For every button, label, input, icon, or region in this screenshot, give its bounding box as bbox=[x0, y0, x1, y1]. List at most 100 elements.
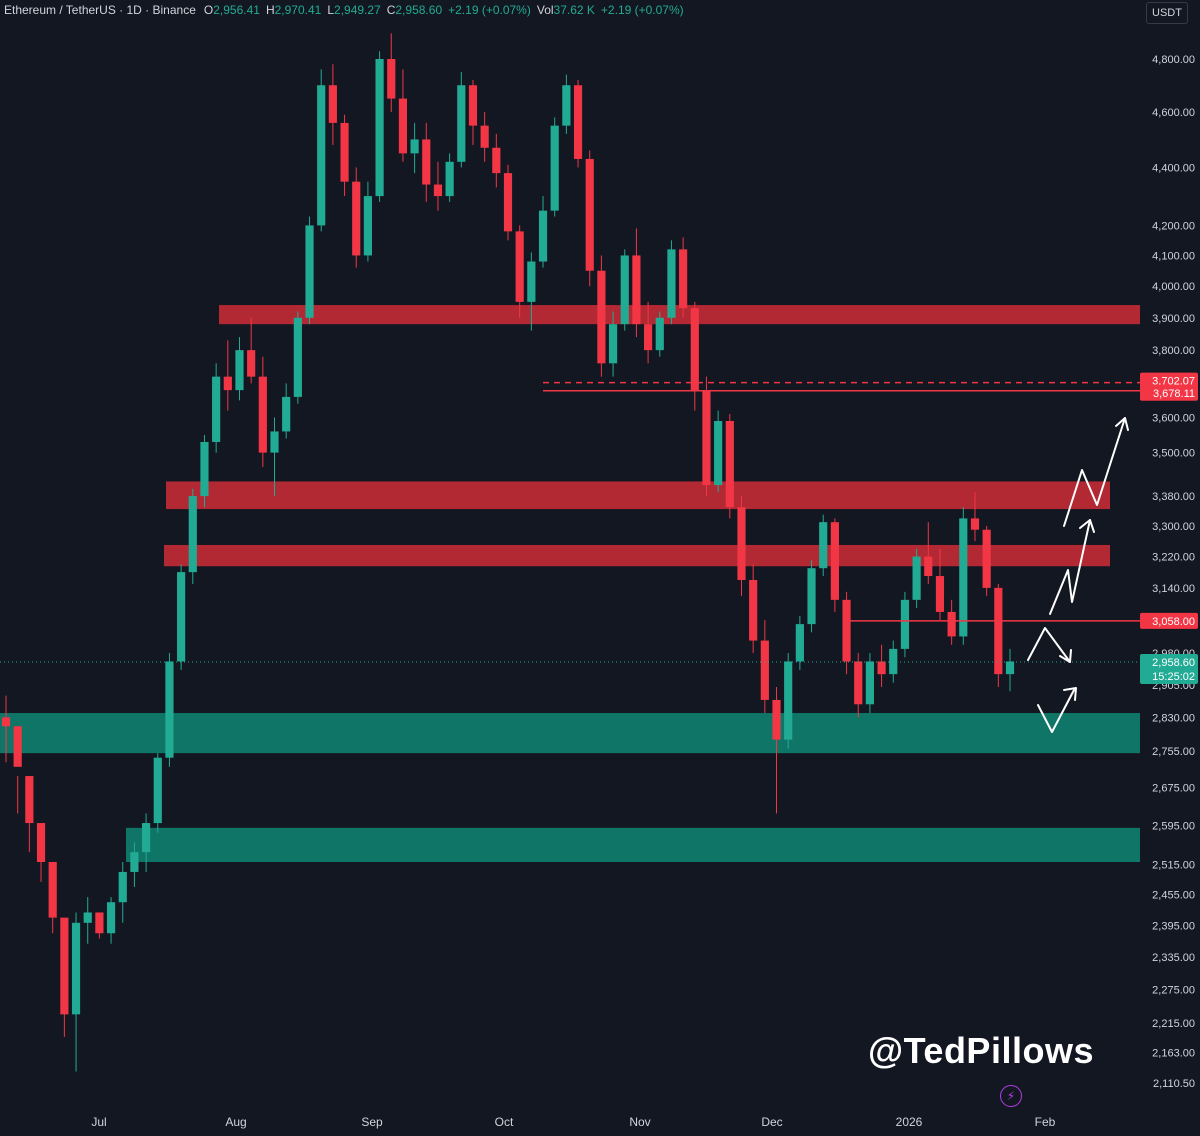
candle-body bbox=[247, 350, 256, 377]
candle-body bbox=[480, 125, 489, 148]
candle-body bbox=[772, 699, 781, 740]
candle-body bbox=[597, 270, 606, 364]
candle-body bbox=[13, 726, 22, 767]
candle-body bbox=[889, 648, 898, 675]
legend-vol-value: 37.62 K bbox=[553, 3, 595, 17]
candle-body bbox=[725, 420, 734, 508]
legend-vol-label: Vol bbox=[536, 3, 554, 17]
candle-body bbox=[387, 59, 396, 99]
price-tick-label: 2,395.00 bbox=[1152, 920, 1195, 932]
legend-high-label: H bbox=[265, 3, 275, 17]
support-zone bbox=[0, 713, 1140, 754]
level-price-badge-text: 3,058.00 bbox=[1152, 616, 1195, 628]
levels-layer bbox=[0, 381, 1140, 663]
candle-body bbox=[83, 912, 92, 923]
currency-button[interactable]: USDT bbox=[1146, 2, 1188, 24]
price-tick-label: 3,300.00 bbox=[1152, 521, 1195, 533]
projection-arrow-up-large bbox=[1063, 417, 1126, 527]
candle-body bbox=[585, 158, 594, 271]
arrow-head bbox=[1059, 649, 1072, 663]
candle-body bbox=[538, 210, 548, 262]
arrow-head bbox=[1115, 417, 1129, 431]
candle-body bbox=[573, 85, 583, 159]
candle-body bbox=[527, 261, 536, 302]
projection-arrow-up-small bbox=[1037, 689, 1075, 733]
price-tick-label: 4,100.00 bbox=[1152, 250, 1195, 262]
legend-change: +2.19 (+0.07%) bbox=[448, 3, 531, 17]
time-axis[interactable]: Jul Aug Sep Oct Nov Dec 2026 Feb bbox=[91, 1115, 1055, 1129]
candle-body bbox=[106, 902, 116, 934]
legend-symbol[interactable]: Ethereum / TetherUS · 1D · Binance bbox=[4, 3, 196, 17]
candle-body bbox=[363, 196, 372, 256]
price-axis[interactable]: 4,800.00 4,600.00 4,400.00 4,200.00 4,100.00… bbox=[1152, 54, 1195, 1090]
candle-body bbox=[25, 776, 34, 824]
price-tick-label: 2,275.00 bbox=[1152, 984, 1195, 996]
candle-body bbox=[655, 317, 664, 351]
candles-layer bbox=[1, 33, 1015, 1072]
candle-body bbox=[912, 556, 921, 600]
candle-body bbox=[293, 317, 302, 397]
candle-body bbox=[807, 568, 816, 625]
candle-body bbox=[177, 572, 186, 662]
candle-body bbox=[854, 661, 863, 705]
price-tick-label: 3,900.00 bbox=[1152, 313, 1195, 325]
level-price-badge-text: 3,678.11 bbox=[1153, 388, 1195, 400]
legend-low-label: L bbox=[327, 3, 335, 17]
lightning-bolt-icon[interactable]: ⚡ bbox=[1000, 1085, 1022, 1107]
candle-body bbox=[468, 85, 478, 126]
price-tick-label: 2,455.00 bbox=[1152, 890, 1195, 902]
candle-body bbox=[200, 441, 209, 497]
candle-body bbox=[375, 59, 384, 197]
price-tick-label: 4,800.00 bbox=[1152, 54, 1195, 66]
symbol-legend[interactable]: Ethereum / TetherUS · 1D · Binance O 2,95… bbox=[4, 3, 684, 19]
candle-body bbox=[352, 181, 361, 256]
price-tick-label: 3,220.00 bbox=[1152, 552, 1195, 564]
candle-body bbox=[422, 139, 431, 185]
price-tick-label: 2,110.50 bbox=[1153, 1078, 1195, 1090]
candle-body bbox=[317, 85, 326, 226]
candle-body bbox=[994, 587, 1003, 675]
candle-body bbox=[270, 431, 279, 453]
candle-body bbox=[714, 420, 723, 486]
time-tick-label: Dec bbox=[761, 1115, 782, 1129]
candle-body bbox=[503, 173, 513, 232]
candle-body bbox=[60, 917, 69, 1015]
price-tick-label: 2,755.00 bbox=[1152, 746, 1195, 758]
arrow-head bbox=[1079, 519, 1095, 533]
candle-body bbox=[118, 871, 127, 903]
candle-body bbox=[819, 522, 828, 569]
price-tick-label: 3,140.00 bbox=[1152, 583, 1195, 595]
price-tick-label: 4,000.00 bbox=[1152, 281, 1195, 293]
legend-close-label: C bbox=[386, 3, 396, 17]
candle-body bbox=[36, 823, 46, 863]
time-tick-label: Oct bbox=[495, 1115, 514, 1129]
current-price-badge bbox=[1140, 654, 1198, 685]
candle-body bbox=[795, 624, 804, 662]
price-tick-label: 4,400.00 bbox=[1152, 162, 1195, 174]
legend-close-value: 2,958.60 bbox=[395, 3, 443, 17]
time-tick-label: Sep bbox=[361, 1115, 383, 1129]
candle-body bbox=[258, 376, 267, 453]
legend-open-value: 2,956.41 bbox=[213, 3, 260, 17]
candle-body bbox=[457, 85, 466, 162]
candle-body bbox=[690, 308, 699, 391]
legend-vol-change: +2.19 (+0.07%) bbox=[600, 3, 684, 17]
legend-open-label: O bbox=[203, 3, 214, 17]
candle-body bbox=[305, 225, 314, 318]
resistance-zone bbox=[219, 305, 1140, 325]
candle-body bbox=[924, 556, 933, 577]
candle-body bbox=[608, 324, 618, 364]
candle-body bbox=[865, 661, 874, 705]
time-tick-label: Nov bbox=[629, 1115, 650, 1129]
projection-arrow-up bbox=[1049, 519, 1091, 615]
candle-body bbox=[1005, 661, 1015, 675]
level-price-badge bbox=[1140, 372, 1198, 389]
candle-body bbox=[71, 922, 81, 1015]
time-tick-label: Aug bbox=[225, 1115, 246, 1129]
candle-body bbox=[165, 661, 174, 758]
candle-body bbox=[142, 823, 151, 853]
candle-body bbox=[935, 576, 945, 612]
time-tick-label: 2026 bbox=[896, 1115, 923, 1129]
